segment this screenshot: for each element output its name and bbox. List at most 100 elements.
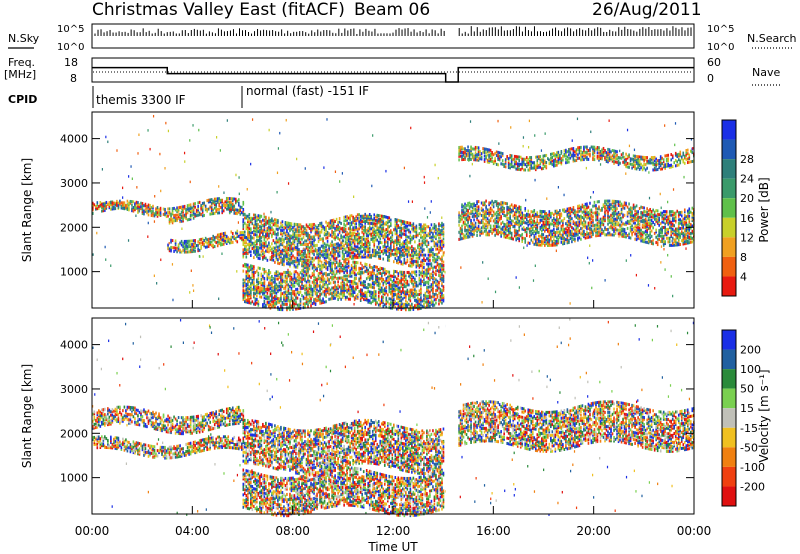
range-cell xyxy=(414,240,416,244)
range-cell xyxy=(353,254,356,258)
range-cell xyxy=(320,228,323,232)
range-cell xyxy=(365,286,368,290)
range-cell xyxy=(274,286,276,290)
range-cell xyxy=(359,241,362,245)
range-cell xyxy=(335,242,338,246)
range-cell xyxy=(260,290,263,294)
range-cell xyxy=(406,288,409,292)
range-cell xyxy=(494,157,496,161)
range-cell xyxy=(344,260,347,264)
range-cell xyxy=(483,217,486,221)
range-cell xyxy=(408,230,410,234)
range-cell xyxy=(150,211,153,215)
range-cell xyxy=(438,245,440,249)
range-cell xyxy=(311,235,314,239)
range-cell xyxy=(423,237,425,241)
range-cell xyxy=(399,260,401,264)
range-cell xyxy=(355,225,357,229)
range-cell xyxy=(343,247,345,251)
range-cell xyxy=(293,302,296,306)
range-cell xyxy=(325,273,327,277)
range-cell xyxy=(433,277,436,281)
range-cell xyxy=(435,228,437,232)
range-cell xyxy=(400,277,403,281)
range-cell xyxy=(280,260,282,264)
range-cell xyxy=(497,216,499,220)
range-cell xyxy=(256,233,258,237)
range-cell xyxy=(313,289,315,293)
range-cell xyxy=(438,282,440,286)
range-cell xyxy=(271,220,273,224)
range-cell xyxy=(188,203,190,207)
range-cell xyxy=(341,283,344,287)
range-cell xyxy=(141,208,144,212)
range-cell xyxy=(218,233,221,237)
range-cell xyxy=(442,294,445,298)
range-cell xyxy=(421,239,424,243)
range-cell xyxy=(353,296,356,300)
range-cell xyxy=(379,300,382,304)
range-cell xyxy=(512,225,514,229)
range-cell xyxy=(399,249,401,253)
range-cell xyxy=(331,229,333,233)
range-cell xyxy=(347,236,350,240)
range-cell xyxy=(426,262,428,266)
range-cell xyxy=(283,254,285,258)
range-cell xyxy=(337,251,339,255)
range-cell xyxy=(234,201,237,205)
range-cell xyxy=(399,238,401,242)
range-cell xyxy=(465,209,468,213)
range-cell xyxy=(180,210,183,214)
range-cell xyxy=(177,206,180,210)
range-cell xyxy=(394,253,397,257)
range-cell xyxy=(207,198,210,202)
range-cell xyxy=(494,200,496,204)
range-cell xyxy=(286,237,288,241)
range-cell xyxy=(380,228,383,232)
range-cell xyxy=(292,290,294,294)
range-cell xyxy=(356,218,359,222)
range-cell xyxy=(430,223,433,227)
range-cell xyxy=(206,245,208,249)
range-cell xyxy=(231,197,234,201)
range-cell xyxy=(379,219,382,223)
range-cell xyxy=(248,244,251,248)
range-cell xyxy=(382,220,385,224)
range-cell xyxy=(277,307,279,311)
range-cell xyxy=(359,298,362,302)
range-cell xyxy=(308,274,311,278)
range-cell xyxy=(125,205,127,209)
range-cell xyxy=(427,248,430,252)
range-cell xyxy=(423,262,425,266)
range-cell xyxy=(247,243,249,247)
range-cell xyxy=(394,219,397,223)
range-cell xyxy=(216,237,219,241)
range-cell xyxy=(385,285,388,289)
range-cell xyxy=(358,268,360,272)
range-cell xyxy=(320,267,323,271)
range-cell xyxy=(192,204,195,208)
range-cell xyxy=(281,248,284,252)
range-cell xyxy=(310,297,312,301)
range-cell xyxy=(388,274,391,278)
range-cell xyxy=(245,291,248,295)
range-cell xyxy=(483,215,486,219)
range-cell xyxy=(356,239,359,243)
range-cell xyxy=(346,218,348,222)
range-cell xyxy=(421,271,424,275)
range-cell xyxy=(352,215,354,219)
range-cell xyxy=(501,227,504,231)
range-cell xyxy=(319,301,321,305)
range-cell xyxy=(396,295,398,299)
range-cell xyxy=(359,281,362,285)
range-cell xyxy=(274,305,276,309)
range-cell xyxy=(222,204,225,208)
range-cell xyxy=(519,209,522,213)
range-cell xyxy=(383,287,386,291)
range-cell xyxy=(343,271,345,275)
range-cell xyxy=(173,206,175,210)
range-cell xyxy=(409,239,412,243)
range-cell xyxy=(393,283,395,287)
range-cell xyxy=(281,276,284,280)
range-cell xyxy=(480,229,483,233)
